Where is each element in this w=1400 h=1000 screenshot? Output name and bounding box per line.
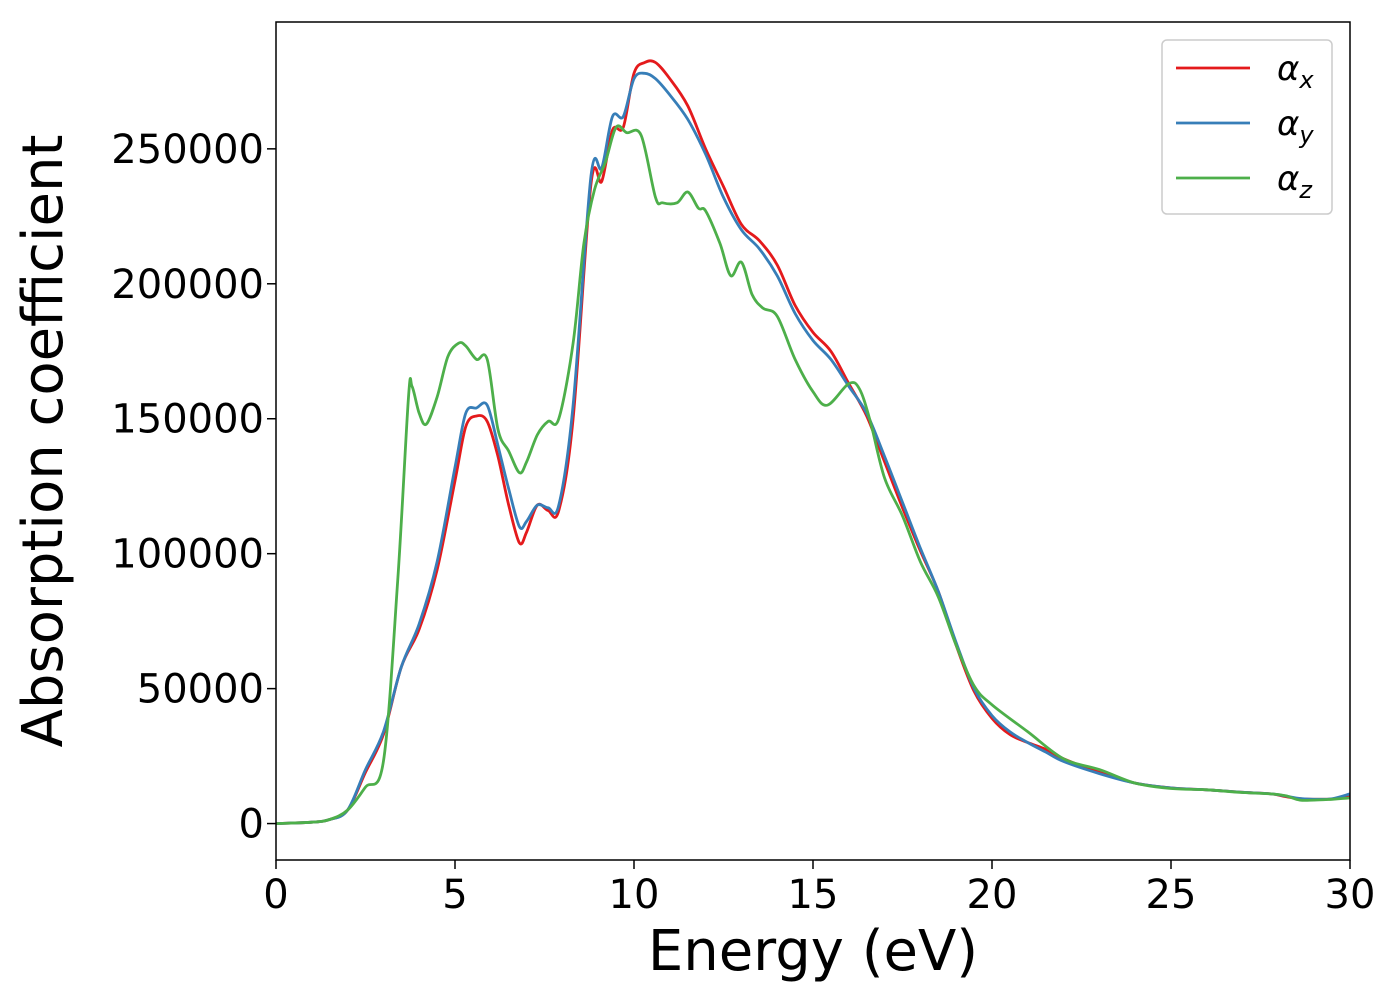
- x-tick-label: 30: [1325, 872, 1376, 918]
- x-tick-label: 20: [967, 872, 1018, 918]
- series-line-z: [276, 124, 1350, 825]
- y-tick-label: 50000: [137, 667, 264, 713]
- legend-label-z: αz: [1277, 159, 1313, 204]
- plot-area: [276, 59, 1350, 825]
- x-tick-label: 15: [788, 872, 839, 918]
- legend-label-y: αy: [1277, 104, 1314, 149]
- x-tick-label: 10: [609, 872, 660, 918]
- legend-label-x: αx: [1277, 49, 1314, 94]
- x-axis-title: Energy (eV): [648, 919, 978, 984]
- y-tick-label: 200000: [111, 262, 264, 308]
- legend-box: [1161, 39, 1333, 215]
- x-tick-label: 5: [442, 872, 467, 918]
- series-line-y: [276, 71, 1350, 825]
- legend: αx αy αz: [1161, 39, 1333, 215]
- x-tick-label: 0: [263, 872, 288, 918]
- y-tick-label: 0: [239, 802, 264, 848]
- x-axis-ticks: 0 5 10 15 20 25 30: [263, 860, 1375, 918]
- x-tick-label: 25: [1146, 872, 1197, 918]
- y-axis-title: Absorption coefficient: [11, 135, 76, 748]
- y-axis-ticks: 0 50000 100000 150000 200000 250000: [111, 127, 276, 848]
- y-tick-label: 100000: [111, 532, 264, 578]
- y-tick-label: 250000: [111, 127, 264, 173]
- y-tick-label: 150000: [111, 397, 264, 443]
